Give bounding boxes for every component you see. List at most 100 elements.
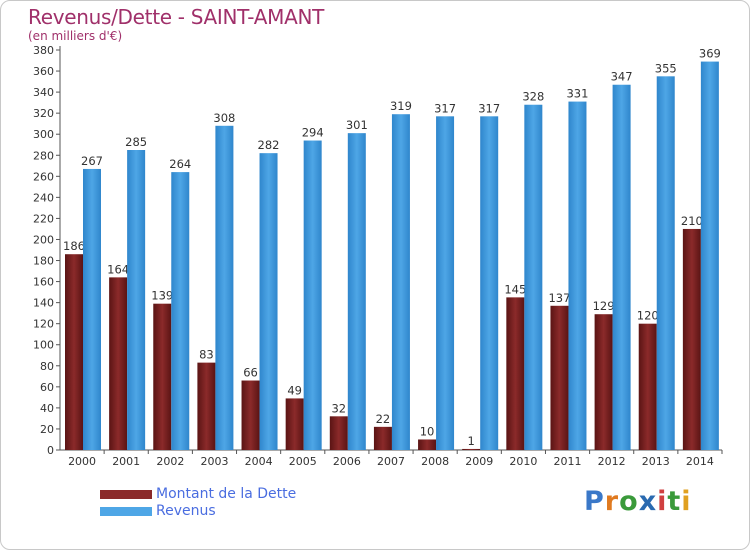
data-label-dette: 139 (151, 289, 173, 303)
bar-dette (285, 398, 304, 450)
x-tick-label: 2000 (68, 455, 96, 468)
data-label-revenus: 317 (478, 101, 500, 115)
bar-revenus (259, 153, 278, 450)
data-label-dette: 32 (331, 401, 346, 415)
bar-dette (462, 448, 481, 450)
data-label-dette: 49 (287, 383, 302, 397)
legend-swatch-dette (100, 490, 152, 499)
y-tick-label: 380 (33, 44, 54, 57)
y-tick-label: 200 (33, 233, 54, 246)
y-tick-label: 240 (33, 191, 54, 204)
bar-dette (682, 228, 701, 450)
y-tick-label: 100 (33, 339, 54, 352)
x-tick-label: 2005 (289, 455, 317, 468)
chart-title: Revenus/Dette - SAINT-AMANT (28, 5, 325, 29)
bar-revenus (568, 101, 587, 450)
data-label-dette: 137 (548, 291, 570, 305)
y-tick-label: 120 (33, 318, 54, 331)
x-tick-label: 2001 (112, 455, 140, 468)
data-label-revenus: 328 (522, 90, 544, 104)
bar-revenus (480, 116, 499, 450)
y-tick-label: 160 (33, 276, 54, 289)
bar-revenus (700, 61, 719, 450)
y-tick-label: 40 (40, 402, 54, 415)
logo-letter: i (657, 486, 668, 517)
y-tick-label: 220 (33, 212, 54, 225)
y-tick-label: 180 (33, 255, 54, 268)
logo-letter: i (681, 486, 692, 517)
data-label-dette: 120 (637, 309, 659, 323)
y-tick-label: 360 (33, 65, 54, 78)
bar-revenus (83, 168, 101, 450)
bar-dette (594, 314, 613, 450)
chart-subtitle: (en milliers d'€) (28, 29, 123, 43)
data-label-revenus: 308 (213, 111, 235, 125)
bar-dette (241, 380, 260, 450)
bar-revenus (303, 140, 322, 451)
bar-dette (197, 362, 216, 450)
legend-label-dette: Montant de la Dette (156, 486, 297, 502)
x-tick-label: 2009 (465, 455, 493, 468)
data-label-revenus: 317 (434, 101, 456, 115)
bar-dette (109, 277, 128, 450)
data-label-dette: 210 (681, 214, 703, 228)
x-tick-label: 2002 (156, 455, 184, 468)
bar-revenus (656, 76, 675, 450)
bar-revenus (524, 104, 543, 450)
data-label-dette: 22 (376, 412, 391, 426)
x-tick-label: 2013 (642, 455, 670, 468)
data-label-dette: 145 (504, 282, 526, 296)
data-label-revenus: 301 (346, 118, 368, 132)
data-label-dette: 186 (63, 239, 85, 253)
bar-dette (638, 323, 657, 450)
bar-chart: 0 20 40 60 80 100 120 140 160 180 200 220 240 260 280 3… (33, 44, 723, 468)
data-label-revenus: 369 (699, 47, 721, 61)
bar-dette (153, 303, 172, 450)
data-label-dette: 83 (199, 348, 214, 362)
data-label-revenus: 282 (258, 138, 280, 152)
bar-revenus (391, 114, 410, 451)
legend-label-revenus: Revenus (156, 503, 216, 519)
data-label-revenus: 267 (81, 154, 103, 168)
data-label-revenus: 319 (390, 99, 412, 113)
data-label-dette: 1 (468, 434, 475, 448)
logo-letter: r (604, 486, 620, 517)
x-tick-label: 2011 (554, 455, 582, 468)
x-tick-label: 2007 (377, 455, 405, 468)
data-label-revenus: 331 (566, 87, 588, 101)
data-label-dette: 129 (593, 299, 615, 313)
y-tick-label: 20 (40, 423, 54, 436)
bar-revenus (436, 116, 455, 450)
bar-revenus (171, 172, 190, 450)
data-label-dette: 164 (107, 262, 129, 276)
data-label-dette: 66 (243, 366, 258, 380)
bar-revenus (612, 84, 631, 450)
bar-dette (65, 254, 83, 450)
bar-revenus (127, 150, 146, 450)
x-tick-label: 2010 (509, 455, 537, 468)
y-tick-label: 340 (33, 86, 54, 99)
bar-revenus (347, 133, 366, 450)
y-tick-label: 80 (40, 360, 54, 373)
x-tick-label: 2006 (333, 455, 361, 468)
proxiti-logo: Proxiti (584, 486, 692, 517)
x-tick-label: 2008 (421, 455, 449, 468)
bar-dette (329, 416, 348, 450)
data-label-revenus: 294 (302, 126, 324, 140)
y-tick-label: 320 (33, 107, 54, 120)
data-label-revenus: 355 (655, 61, 677, 75)
x-tick-label: 2014 (686, 455, 714, 468)
bar-dette (373, 426, 392, 450)
logo-letter: P (584, 486, 605, 517)
data-label-revenus: 347 (611, 70, 633, 84)
logo-letter: o (619, 486, 639, 517)
y-tick-label: 140 (33, 297, 54, 310)
logo-letter: t (667, 486, 682, 517)
data-label-revenus: 264 (169, 157, 191, 171)
bar-dette (550, 305, 569, 450)
y-tick-label: 60 (40, 381, 54, 394)
bar-dette (506, 297, 525, 450)
legend-swatch-revenus (100, 507, 152, 516)
y-tick-label: 260 (33, 170, 54, 183)
bar-dette (418, 439, 437, 450)
